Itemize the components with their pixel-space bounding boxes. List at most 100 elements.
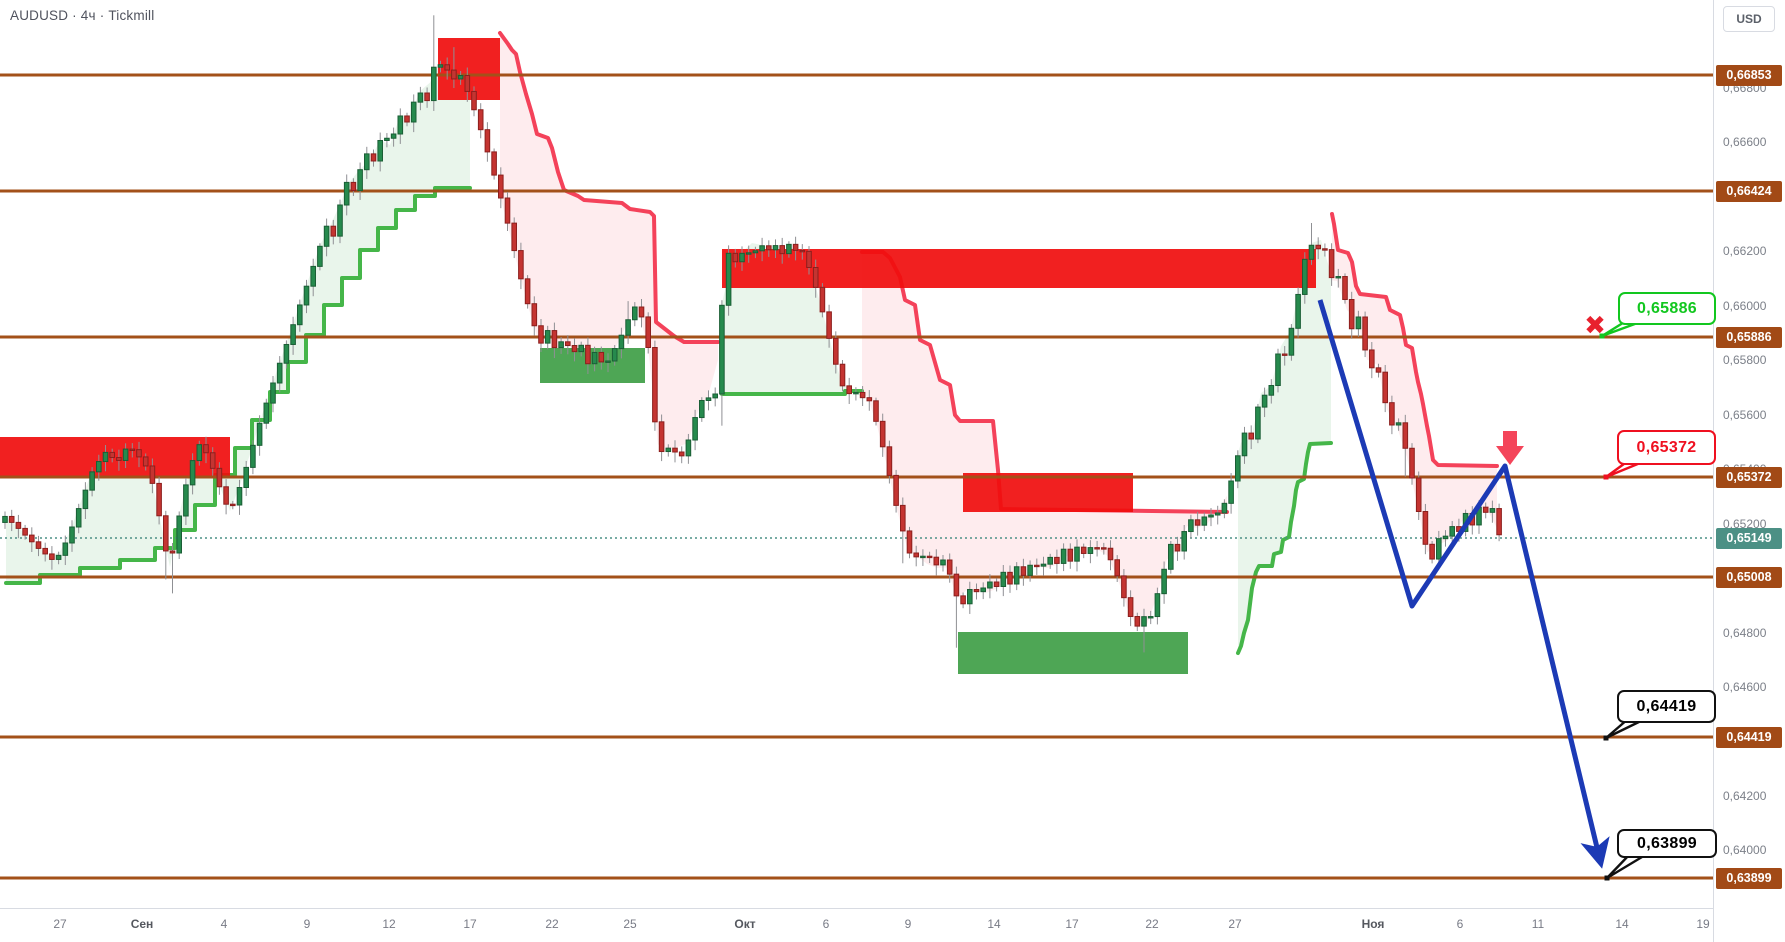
candle <box>323 225 330 247</box>
candle <box>1074 546 1080 562</box>
candle <box>149 465 156 484</box>
level-price-label: 0,63899 <box>1716 867 1782 889</box>
candle <box>926 555 933 559</box>
time-tick-label: Окт <box>734 917 756 931</box>
supply-zone <box>963 473 1133 512</box>
candle <box>183 484 189 517</box>
candle <box>424 92 430 102</box>
candle <box>404 115 410 123</box>
candle <box>1322 248 1328 251</box>
demand-zone <box>958 632 1188 674</box>
price-axis[interactable]: USD 0,66800 0,66600 0,66200 0,66000 0,65800 0… <box>1713 0 1785 942</box>
candle <box>1268 385 1275 396</box>
candle <box>364 153 370 171</box>
candle <box>410 101 417 123</box>
candle <box>1141 616 1147 627</box>
candle <box>129 448 136 451</box>
level-price-label: 0,65886 <box>1716 326 1782 348</box>
time-tick-label: 14 <box>1615 917 1629 931</box>
time-tick-label: 19 <box>1696 917 1710 931</box>
time-tick-label: 25 <box>623 917 637 931</box>
candle <box>806 250 812 269</box>
candle <box>953 573 960 597</box>
candle <box>75 508 82 528</box>
candle <box>518 250 524 280</box>
candle <box>799 249 806 253</box>
candle <box>1114 559 1121 577</box>
candle <box>1369 349 1375 369</box>
candle <box>343 181 350 206</box>
callout-anchor-dot <box>1603 474 1609 480</box>
candle <box>839 363 846 387</box>
candle <box>1214 512 1221 516</box>
candle <box>645 316 652 348</box>
price-callout-sell-entry: 0,65886 <box>1618 292 1716 325</box>
candle <box>29 534 35 543</box>
callout-anchor-dot <box>1604 875 1610 881</box>
candle <box>1047 556 1054 565</box>
time-tick-label: 22 <box>545 917 559 931</box>
candle <box>290 324 296 345</box>
candle <box>725 252 732 306</box>
symbol-title[interactable]: AUDUSD · 4ч · Tickmill <box>10 8 155 23</box>
candle <box>1127 597 1134 618</box>
candle <box>1288 327 1295 356</box>
candle <box>250 444 256 468</box>
candle <box>1395 422 1402 426</box>
candle <box>1436 538 1442 560</box>
candle <box>585 344 591 365</box>
time-tick-label: 27 <box>1228 917 1242 931</box>
candle <box>685 439 692 457</box>
candle <box>1308 244 1315 260</box>
candle <box>625 319 631 336</box>
currency-button[interactable]: USD <box>1723 6 1775 32</box>
candle <box>812 267 819 288</box>
candle <box>417 92 424 103</box>
candle <box>1054 556 1060 564</box>
candle <box>1248 432 1255 440</box>
candle <box>665 447 672 453</box>
candle <box>712 393 719 399</box>
level-price-label: 0,65372 <box>1716 466 1782 488</box>
candle <box>82 489 89 510</box>
candle <box>1415 477 1422 512</box>
candle <box>1194 519 1201 526</box>
candle <box>1281 353 1288 356</box>
candle <box>209 452 216 469</box>
time-tick-label: 4 <box>220 917 228 931</box>
level-price-label: 0,65008 <box>1716 566 1782 588</box>
price-tick-label: 0,64600 <box>1723 680 1767 694</box>
candle <box>605 360 611 363</box>
candle <box>370 153 377 162</box>
candle <box>109 451 116 459</box>
chart-canvas[interactable]: ✖ AUDUSD · 4ч · Tickmill <box>0 0 1713 908</box>
candle <box>759 245 765 252</box>
price-tick-label: 0,65600 <box>1723 408 1767 422</box>
candle <box>1087 547 1094 554</box>
candle <box>672 447 678 453</box>
candle <box>431 66 437 102</box>
candle <box>1302 258 1308 295</box>
candle <box>337 204 343 237</box>
candle <box>1422 511 1429 545</box>
projection-zigzag-arrow[interactable] <box>1317 299 1610 869</box>
candle <box>638 306 645 318</box>
candle <box>1275 353 1281 386</box>
candle <box>89 471 95 491</box>
candle <box>263 402 270 424</box>
price-tick-label: 0,65800 <box>1723 353 1767 367</box>
price-tick-label: 0,64200 <box>1723 789 1767 803</box>
candle <box>719 304 725 395</box>
candle <box>933 556 940 566</box>
candle <box>102 451 109 463</box>
time-tick-label: Ноя <box>1361 917 1385 931</box>
candle <box>853 391 859 395</box>
candle <box>879 420 886 448</box>
candle <box>980 587 987 593</box>
candle <box>136 449 142 458</box>
candle <box>223 486 229 505</box>
candle <box>1315 244 1322 250</box>
price-tick-label: 0,64000 <box>1723 843 1767 857</box>
candle <box>1389 402 1395 426</box>
time-axis[interactable]: 27 Сен 4 9 12 17 22 25 Окт 6 9 14 17 22 27 Ноя 6 11 14 19 <box>0 908 1713 942</box>
